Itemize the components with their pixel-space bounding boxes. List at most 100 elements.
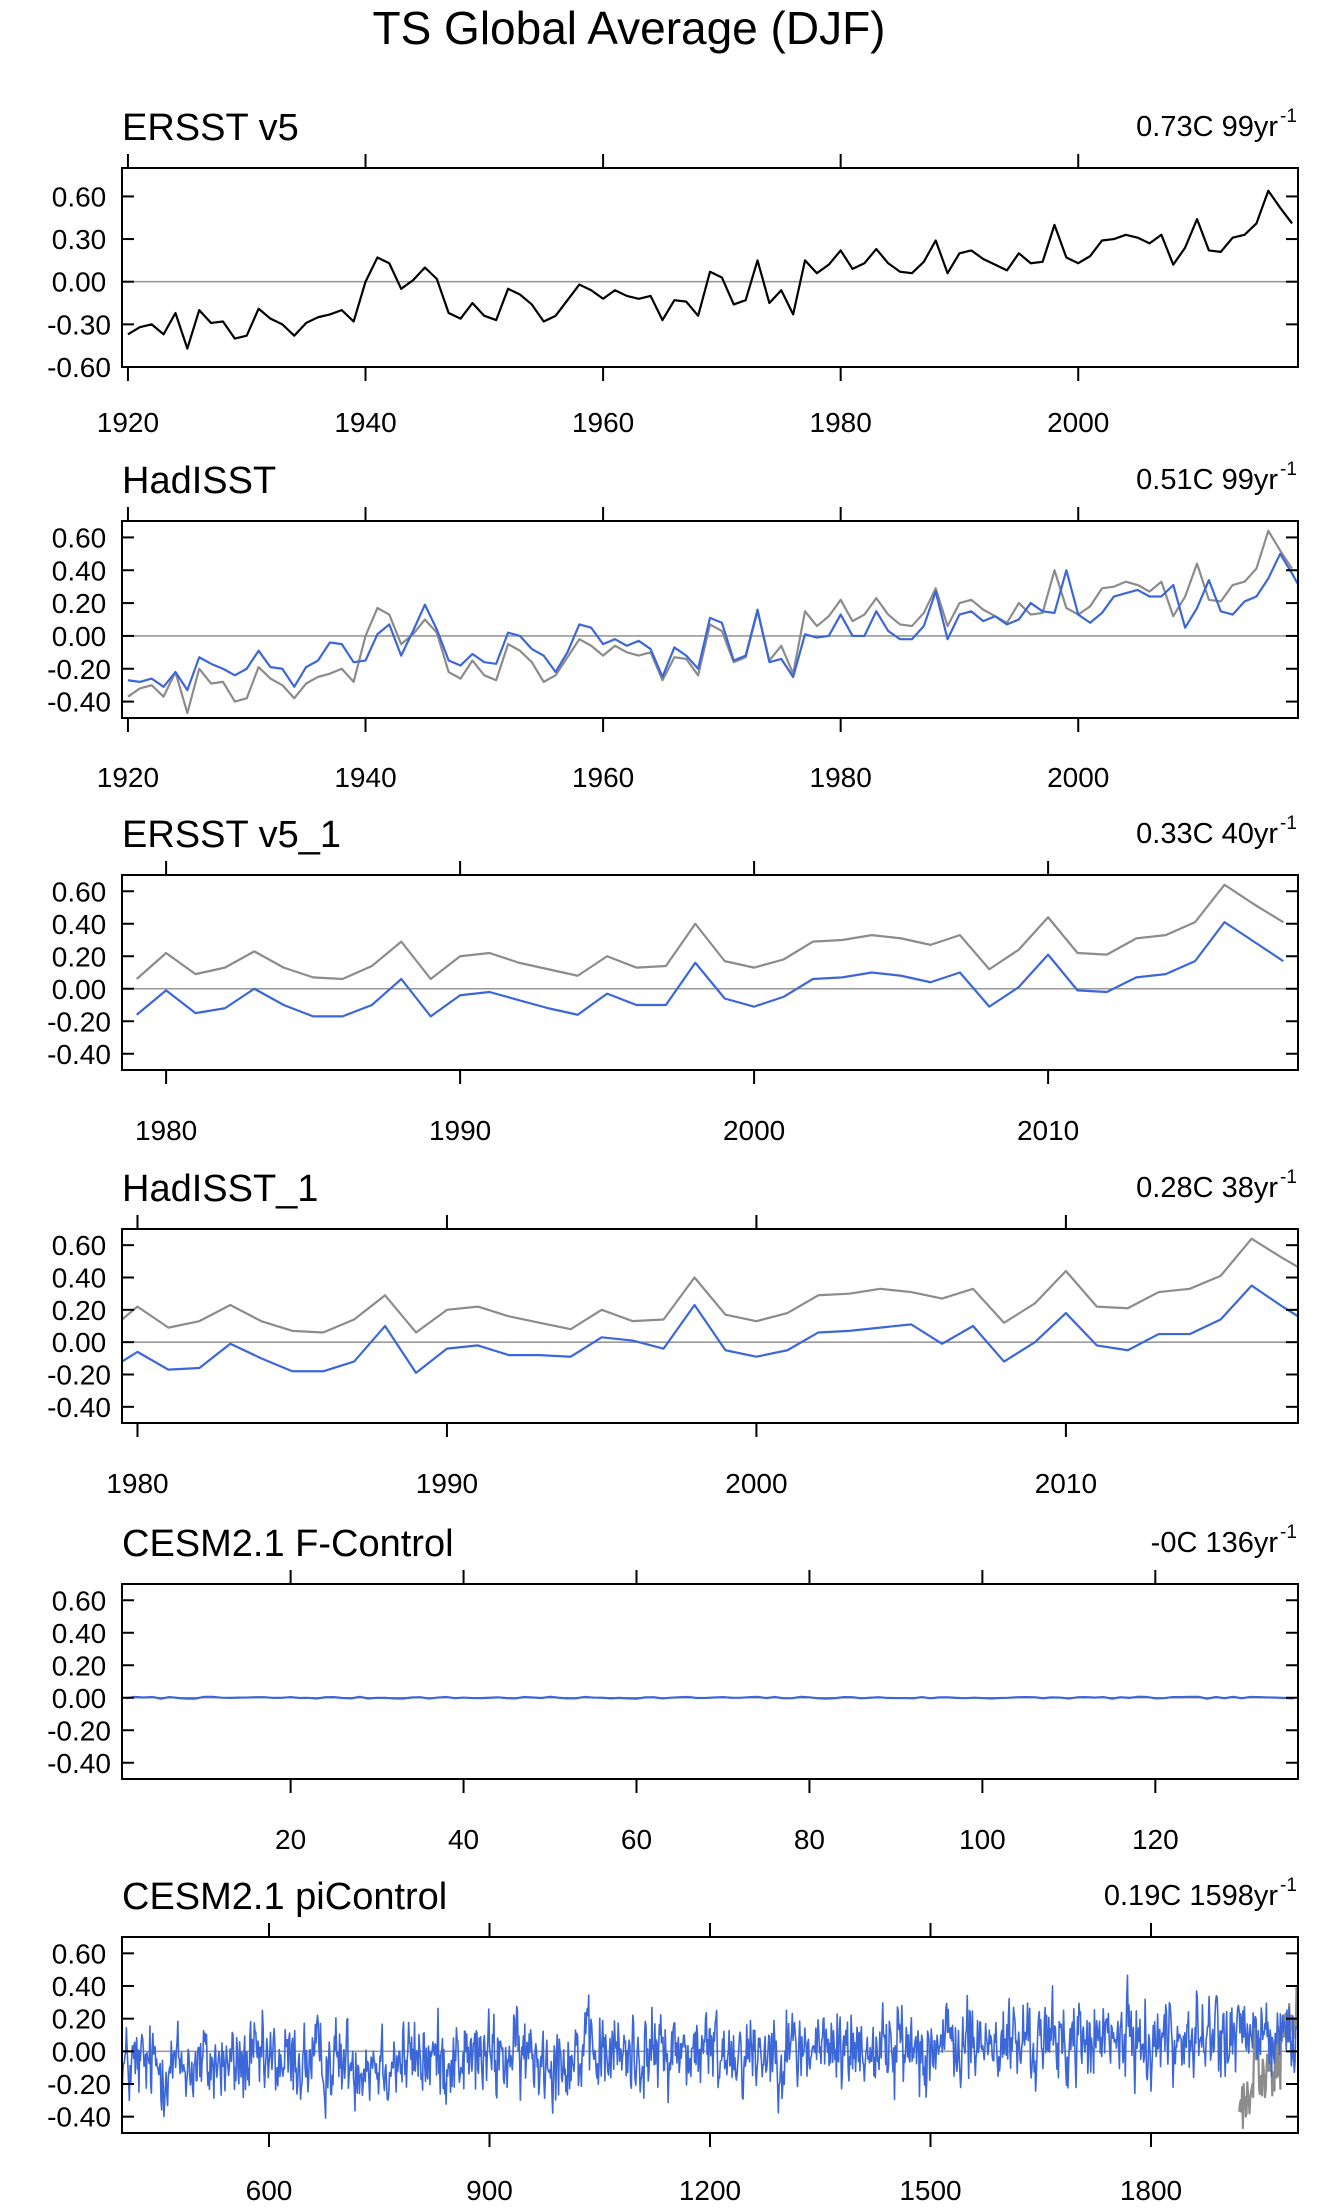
y-tick-label: -0.20: [47, 654, 111, 685]
x-tick-label: 1990: [416, 1468, 478, 1499]
x-tick-label: 1920: [97, 762, 159, 793]
trend-label: 0.73C 99yr: [1136, 111, 1278, 143]
y-tick-label: 0.00: [52, 1683, 107, 1714]
plot-frame: [121, 1583, 1299, 1780]
panel-1: ERSST v5 0.73C 99yr -1 0.60 0.30 0.00 -0.30 -0.…: [47, 106, 1299, 438]
x-tick-label: 1940: [334, 762, 396, 793]
series-line-1: [135, 883, 1284, 981]
y-tick-label: 0.60: [52, 876, 107, 907]
trend-label: 0.51C 99yr: [1136, 464, 1278, 496]
trend-exponent: -1: [1280, 1875, 1297, 1896]
series-line-1: [126, 1695, 1294, 1700]
x-tick-label: 1800: [1120, 2175, 1182, 2206]
y-tick-label: 0.60: [52, 181, 107, 212]
plot-frame: [121, 520, 1299, 719]
plot-frame: [121, 1228, 1299, 1424]
trend-label: 0.33C 40yr: [1136, 818, 1278, 850]
x-tick-label: 2000: [1047, 762, 1109, 793]
trend-label: 0.28C 38yr: [1136, 1172, 1278, 1204]
x-tick-label: 1980: [810, 762, 872, 793]
trend-label: -0C 136yr: [1151, 1527, 1279, 1559]
y-tick-label: -0.20: [47, 2069, 111, 2100]
series-line-2: [122, 1284, 1298, 1374]
panel-title: HadISST_1: [122, 1168, 318, 1210]
x-tick-label: 80: [794, 1824, 825, 1855]
y-tick-label: 0.40: [52, 555, 107, 586]
x-tick-label: 20: [275, 1824, 306, 1855]
panel-title: CESM2.1 piControl: [122, 1876, 447, 1918]
y-tick-label: 0.00: [52, 974, 107, 1005]
trend-text: 0.33C 40yr: [1136, 818, 1278, 850]
x-tick-label: 1500: [899, 2175, 961, 2206]
y-tick-label: -0.40: [47, 2102, 111, 2133]
x-tick-label: 600: [246, 2175, 293, 2206]
y-tick-label: -0.40: [47, 1039, 111, 1070]
x-tick-label: 900: [466, 2175, 513, 2206]
trend-exponent: -1: [1280, 813, 1297, 834]
y-tick-label: -0.20: [47, 1006, 111, 1037]
x-tick-label: 2010: [1017, 1115, 1079, 1146]
x-tick-label: 1960: [572, 762, 634, 793]
series-line-2: [135, 921, 1284, 1018]
trend-text: 0.51C 99yr: [1136, 464, 1278, 496]
y-tick-label: 0.60: [52, 522, 107, 553]
y-tick-label: -0.40: [47, 687, 111, 718]
x-tick-label: 1980: [810, 407, 872, 438]
y-tick-label: 0.60: [52, 1938, 107, 1969]
y-tick-label: 0.00: [52, 267, 107, 298]
trend-text: 0.28C 38yr: [1136, 1172, 1278, 1204]
series-line-1: [127, 189, 1293, 350]
y-tick-label: 0.60: [52, 1230, 107, 1261]
y-tick-label: 0.20: [52, 1650, 107, 1681]
x-tick-label: 2010: [1035, 1468, 1097, 1499]
y-tick-label: 0.60: [52, 1585, 107, 1616]
y-tick-label: 0.20: [52, 1295, 107, 1326]
trend-text: 0.73C 99yr: [1136, 111, 1278, 143]
x-tick-label: 1980: [106, 1468, 168, 1499]
plot-frame: [121, 874, 1299, 1071]
y-tick-label: 0.30: [52, 224, 107, 255]
y-tick-label: -0.30: [47, 309, 111, 340]
y-tick-label: 0.00: [52, 2036, 107, 2067]
x-tick-label: 60: [621, 1824, 652, 1855]
x-tick-label: 40: [448, 1824, 479, 1855]
y-tick-label: 0.20: [52, 2004, 107, 2035]
series-line-1: [127, 529, 1293, 715]
y-tick-label: 0.20: [52, 588, 107, 619]
y-tick-label: -0.40: [47, 1748, 111, 1779]
panel-3: ERSST v5_1 0.33C 40yr -10.600.400.200.00-0…: [47, 813, 1299, 1146]
x-tick-label: 120: [1132, 1824, 1179, 1855]
x-tick-label: 2000: [1047, 407, 1109, 438]
panel-5: CESM2.1 F-Control -0C 136yr -1 0.600.400.20…: [47, 1522, 1299, 1855]
y-tick-label: -0.20: [47, 1715, 111, 1746]
trend-label: 0.19C 1598yr: [1104, 1880, 1278, 1912]
series-line-1: [122, 1237, 1298, 1334]
y-tick-label: 0.40: [52, 909, 107, 940]
trend-text: -0C 136yr: [1151, 1527, 1279, 1559]
trend-exponent: -1: [1280, 1522, 1297, 1543]
trend-exponent: -1: [1280, 459, 1297, 480]
panel-4: HadISST_1 0.28C 38yr -10.600.400.200.00-0.…: [47, 1167, 1299, 1499]
plot-frame: [121, 167, 1299, 368]
x-tick-label: 1960: [572, 407, 634, 438]
y-tick-label: 0.40: [52, 1971, 107, 2002]
y-tick-label: 0.00: [52, 1327, 107, 1358]
panel-title: HadISST: [122, 460, 276, 502]
x-tick-label: 1940: [334, 407, 396, 438]
panel-title: CESM2.1 F-Control: [122, 1523, 454, 1565]
x-tick-label: 1200: [679, 2175, 741, 2206]
y-tick-label: 0.00: [52, 621, 107, 652]
y-tick-label: -0.20: [47, 1360, 111, 1391]
panel-6: CESM2.1 piControl 0.19C 1598yr -10.600.400…: [47, 1875, 1299, 2206]
x-tick-label: 1980: [135, 1115, 197, 1146]
x-tick-label: 2000: [723, 1115, 785, 1146]
trend-exponent: -1: [1280, 1167, 1297, 1188]
x-tick-label: 2000: [725, 1468, 787, 1499]
x-tick-label: 1920: [97, 407, 159, 438]
y-tick-label: 0.40: [52, 1618, 107, 1649]
panel-title: ERSST v5: [122, 107, 299, 149]
x-tick-label: 100: [959, 1824, 1006, 1855]
trend-text: 0.19C 1598yr: [1104, 1880, 1278, 1912]
y-tick-label: -0.60: [47, 352, 111, 383]
